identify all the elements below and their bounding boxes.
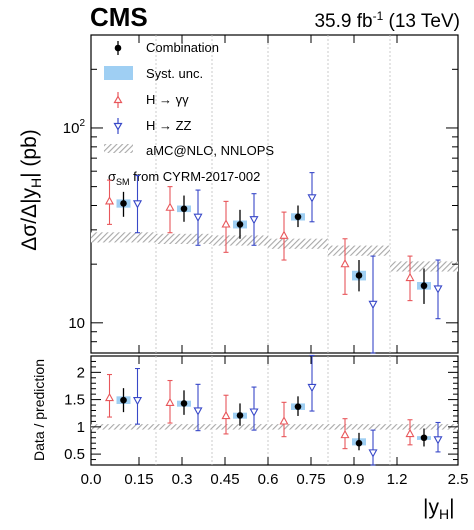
ratio-y-tick-label: 0.5 — [64, 446, 85, 463]
y-tick-label-10: 10 — [68, 315, 85, 332]
main-prediction-band — [328, 245, 390, 256]
svg-text:H → γγ: H → γγ — [146, 92, 189, 107]
main-hzz-point — [249, 216, 259, 225]
svg-text:Syst. unc.: Syst. unc. — [146, 66, 203, 81]
main-hzz-point — [368, 300, 378, 310]
x-tick-label: 0.3 — [172, 471, 193, 488]
main-prediction-band — [212, 235, 268, 246]
main-hgg-point — [405, 272, 415, 282]
legend-entry-hzz: H → ZZ — [113, 118, 192, 134]
svg-text:σSM from CYRM-2017-002: σSM from CYRM-2017-002 — [108, 169, 260, 187]
main-hgg-point — [104, 196, 115, 205]
ratio-hzz-point — [368, 449, 378, 458]
main-hzz-point — [132, 200, 143, 209]
svg-text:H → ZZ: H → ZZ — [146, 118, 192, 133]
ratio-hgg-point — [279, 416, 289, 425]
main-combination-point — [294, 213, 302, 221]
legend-entry-combination: Combination — [114, 40, 219, 55]
main-combination-point — [420, 282, 428, 290]
main-combination-point — [180, 205, 188, 213]
svg-text:aMC@NLO, NNLOPS: aMC@NLO, NNLOPS — [146, 143, 274, 158]
x-tick-label: 0.6 — [258, 471, 279, 488]
y-axis-title: Δσ/Δ|yH| (pb) — [18, 129, 44, 251]
ratio-hzz-point — [132, 396, 143, 406]
ratio-combination-point — [236, 412, 244, 419]
main-hgg-point — [279, 230, 289, 239]
main-panel-frame — [90, 34, 459, 354]
luminosity-label: 35.9 fb-1 (13 TeV) — [314, 9, 460, 32]
main-prediction-band — [268, 238, 328, 249]
main-prediction-band — [156, 233, 212, 245]
ratio-prediction-band — [268, 424, 328, 430]
ratio-combination-point — [355, 439, 363, 447]
ratio-prediction-band — [212, 424, 268, 430]
ratio-hzz-point — [193, 407, 203, 416]
experiment-label: CMS — [90, 2, 148, 32]
x-tick-label: 0.9 — [344, 471, 365, 488]
x-tick-label: 2.5 — [448, 471, 469, 488]
ratio-combination-point — [180, 400, 188, 407]
main-hzz-point — [307, 194, 317, 203]
ratio-combination-point — [420, 434, 428, 442]
ratio-hgg-point — [340, 429, 350, 439]
main-hgg-point — [221, 219, 231, 228]
ratio-combination-point — [294, 403, 302, 410]
main-hzz-point — [433, 285, 443, 294]
x-axis-title: |yH| — [423, 496, 455, 522]
legend-entry-hgg: H → γγ — [113, 92, 189, 108]
ratio-prediction-band — [156, 424, 212, 430]
legend-entry-sm-reference: σSM from CYRM-2017-002 — [108, 169, 260, 187]
main-prediction-band — [390, 261, 458, 272]
ratio-hzz-point — [307, 383, 317, 393]
legend-entry-syst: Syst. unc. — [104, 66, 203, 81]
main-hgg-point — [340, 259, 350, 268]
legend: Combination Syst. unc. H → γγ H → ZZ aMC… — [104, 40, 274, 187]
ratio-hgg-point — [405, 428, 415, 438]
ratio-y-axis-title: Data / prediction — [31, 359, 47, 461]
x-tick-label: 0.0 — [81, 471, 102, 488]
ratio-y-tick-label: 1.5 — [64, 392, 85, 409]
main-panel-marks — [91, 35, 458, 354]
axes: 0.0 0.15 0.3 0.45 0.6 0.75 0.9 1.2 2.5 10 102 0.5 1 1… — [63, 34, 469, 488]
ratio-hgg-point — [221, 410, 231, 420]
main-combination-point — [236, 221, 244, 228]
ratio-hzz-point — [249, 408, 259, 417]
ratio-prediction-band — [390, 424, 458, 430]
x-tick-label: 0.15 — [124, 471, 153, 488]
main-prediction-band — [91, 232, 156, 243]
ratio-y-tick-label: 1 — [77, 419, 85, 436]
y-tick-label-100: 102 — [63, 118, 86, 137]
x-tick-label: 1.2 — [387, 471, 408, 488]
ratio-prediction-band — [91, 424, 156, 430]
main-hzz-point — [193, 213, 203, 222]
main-hgg-point — [165, 202, 175, 211]
svg-text:Combination: Combination — [146, 40, 219, 55]
x-tick-label: 0.75 — [296, 471, 325, 488]
main-combination-point — [355, 272, 363, 279]
ratio-panel-marks — [91, 354, 458, 466]
ratio-prediction-band — [328, 424, 390, 430]
ratio-hzz-point — [433, 436, 443, 445]
x-tick-label: 0.45 — [210, 471, 239, 488]
ratio-hgg-point — [165, 397, 175, 407]
legend-entry-theory: aMC@NLO, NNLOPS — [104, 143, 274, 158]
ratio-y-tick-label: 2 — [77, 364, 85, 381]
main-combination-point — [120, 200, 127, 207]
ratio-hgg-point — [104, 392, 115, 402]
ratio-panel-frame — [90, 355, 459, 466]
ratio-combination-point — [120, 396, 127, 404]
